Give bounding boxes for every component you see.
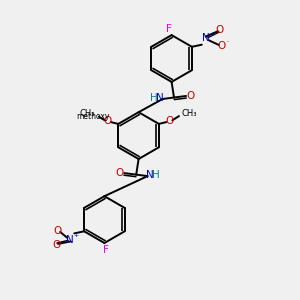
- Text: H: H: [150, 93, 158, 103]
- Text: O: O: [103, 116, 111, 127]
- Text: N: N: [67, 235, 74, 245]
- Text: O: O: [115, 168, 124, 178]
- Text: O: O: [166, 116, 174, 127]
- Text: N: N: [156, 93, 164, 103]
- Text: F: F: [103, 244, 109, 255]
- Text: +: +: [209, 32, 214, 37]
- Text: H: H: [152, 170, 160, 180]
- Text: O: O: [218, 40, 226, 51]
- Text: CH₃: CH₃: [182, 109, 197, 118]
- Text: methoxy: methoxy: [76, 112, 110, 121]
- Text: -: -: [227, 40, 229, 44]
- Text: O: O: [187, 91, 195, 101]
- Text: O: O: [53, 226, 61, 236]
- Text: O: O: [216, 25, 224, 35]
- Text: CH₃: CH₃: [80, 109, 95, 118]
- Text: O: O: [52, 240, 60, 250]
- Text: N: N: [146, 170, 154, 180]
- Text: N: N: [202, 33, 209, 43]
- Text: F: F: [166, 23, 172, 34]
- Text: +: +: [74, 233, 79, 238]
